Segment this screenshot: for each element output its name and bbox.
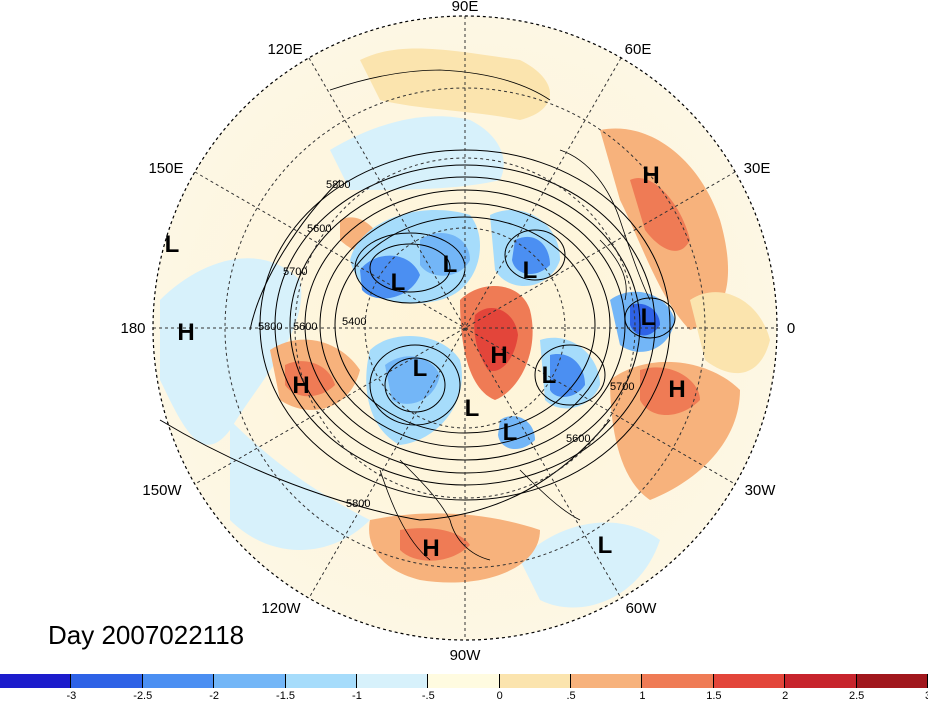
colorbar-tick-label: -1.5 [276,690,296,702]
colorbar-tick-label: -2 [209,690,220,702]
pressure-system-low: L [523,257,538,284]
polar-stereographic-map: 90E 60E 30E 0 30W 60W 90W 120W 150W 180 … [120,0,795,664]
colorbar-swatch [0,674,72,688]
colorbar-tick-label: 2.5 [848,690,865,702]
contour-label: 5800 [346,498,370,510]
lon-label-60w: 60W [626,600,658,617]
pressure-system-low: L [542,362,557,389]
colorbar-tick-label: -.5 [421,690,435,702]
colorbar-swatch [356,674,429,688]
pressure-system-low: L [465,395,480,422]
lon-label-90w: 90W [450,647,482,664]
colorbar-swatch [285,674,357,688]
pressure-system-low: L [598,532,613,559]
colorbar-tick-label: -3 [66,690,77,702]
colorbar-swatch [713,674,786,688]
lon-label-90e: 90E [452,0,479,15]
colorbar-swatch [71,674,143,688]
colorbar-swatch [642,674,714,688]
pressure-system-low: L [503,419,518,446]
pressure-system-low: L [443,251,458,278]
pressure-system-high: H [422,535,439,562]
map-boundary [152,15,778,641]
colorbar-tick-label: .5 [566,690,576,702]
pressure-system-high: H [642,162,659,189]
colorbar-tick-label: 1 [639,690,646,702]
colorbar-tick-label: 2 [782,690,789,702]
lon-label-60e: 60E [625,41,652,58]
lon-label-0: 0 [787,320,795,337]
pressure-system-low: L [391,269,406,296]
colorbar-swatch [571,674,643,688]
contour-label: 5700 [610,381,634,393]
contour-label: 5600 [293,321,317,333]
colorbar-swatch [214,674,286,688]
pressure-system-high: H [177,319,194,346]
date-label: Day 2007022118 [48,620,245,650]
lon-label-30e: 30E [744,160,771,177]
colorbar-tick-label: 0 [496,690,503,702]
pressure-system-low: L [165,231,180,258]
lon-label-150w: 150W [142,482,182,499]
pressure-system-low: L [641,304,656,331]
lon-label-120e: 120E [267,41,302,58]
lon-label-180: 180 [120,320,145,337]
lon-label-120w: 120W [261,600,301,617]
colorbar-swatch [856,674,928,688]
colorbar: -3 -2.5 -2 -1.5 -1 -.5 0 .5 1 1.5 2 2.5 3 [0,674,928,702]
lon-label-150e: 150E [148,160,183,177]
contour-label: 5600 [566,433,590,445]
colorbar-swatch [142,674,215,688]
colorbar-swatch [428,674,500,688]
contour-label: 5800 [326,179,350,191]
colorbar-tick-label: 3 [925,690,928,702]
lon-label-30w: 30W [745,482,777,499]
contour-label: 5700 [283,266,307,278]
pressure-system-low: L [413,355,428,382]
contour-label: 5600 [307,223,331,235]
contour-label: 5400 [342,316,366,328]
contour-label: 5800 [258,321,282,333]
colorbar-tick-label: -1 [352,690,362,702]
pressure-system-high: H [292,372,309,399]
pressure-system-high: H [490,342,507,369]
pressure-system-high: H [668,376,685,403]
graticule [153,16,777,640]
colorbar-swatch [785,674,857,688]
colorbar-tick-label: -2.5 [133,690,153,702]
colorbar-swatch [499,674,572,688]
colorbar-tick-label: 1.5 [706,690,722,702]
